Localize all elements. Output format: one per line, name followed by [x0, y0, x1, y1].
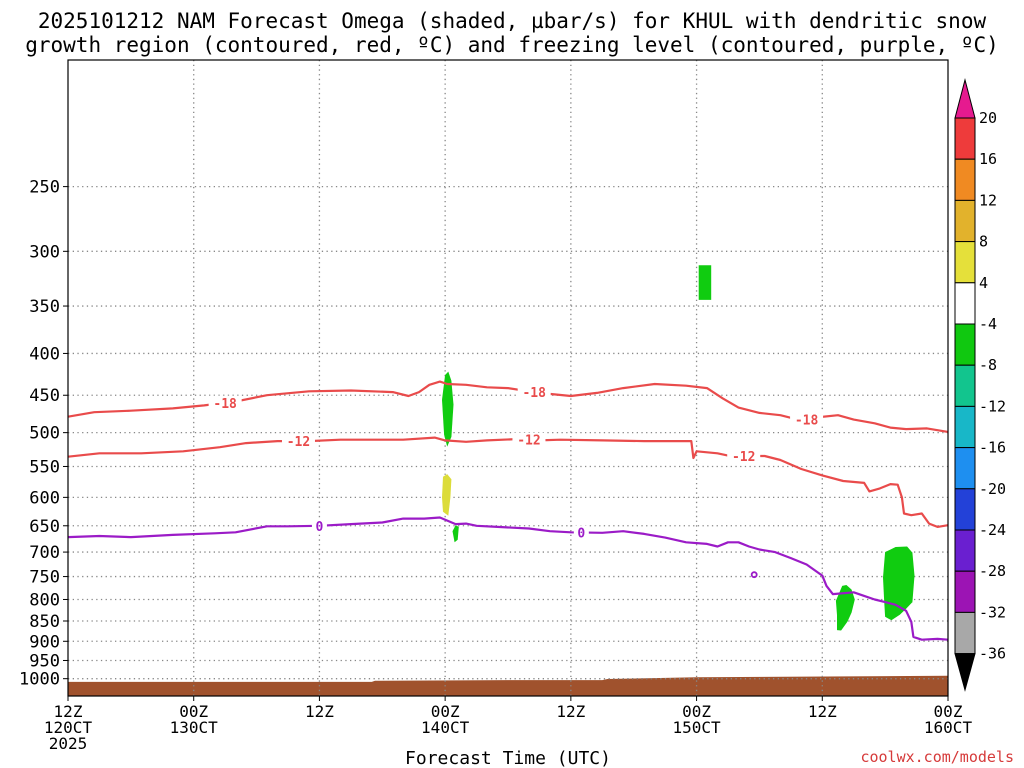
y-tick-label: 250 — [29, 178, 60, 198]
y-tick-label: 600 — [29, 488, 60, 508]
colorbar-label: -20 — [979, 480, 1006, 498]
colorbar-label: 12 — [979, 191, 997, 209]
y-tick-label: 850 — [29, 612, 60, 632]
x-tick-label: 150CT — [672, 718, 721, 737]
colorbar-segment — [954, 488, 976, 531]
contour-label: -18 — [522, 386, 546, 401]
plot-frame — [67, 59, 949, 697]
y-tick-label: 950 — [29, 651, 60, 671]
colorbar-label: 16 — [979, 150, 997, 168]
y-tick-label: 550 — [29, 457, 60, 477]
colorbar-segment — [954, 117, 976, 160]
x-tick-label: 00Z — [934, 702, 963, 721]
chart-title-line-1: 2025101212 NAM Forecast Omega (shaded, µ… — [37, 9, 987, 33]
contour-label-bg — [281, 434, 315, 449]
chart-title-line-2: growth region (contoured, red, ºC) and f… — [25, 33, 999, 57]
y-tick-label: 1000 — [19, 670, 60, 690]
colorbar-segment — [954, 323, 976, 366]
colorbar-segment — [954, 158, 976, 201]
x-tick-label: 00Z — [682, 702, 711, 721]
y-tick-label: 650 — [29, 517, 60, 537]
colorbar-segment — [954, 364, 976, 407]
contour-label: -12 — [517, 434, 540, 449]
colorbar-label: 8 — [979, 233, 988, 251]
contour-label: -12 — [732, 450, 755, 465]
y-tick-label: 800 — [29, 590, 60, 610]
contour-label-bg — [727, 449, 761, 464]
y-tick-label: 750 — [29, 568, 60, 588]
source-credit: coolwx.com/models — [860, 748, 1014, 766]
colorbar-label: -12 — [979, 397, 1006, 415]
x-tick-label: 160CT — [924, 718, 973, 737]
colorbar-label: -16 — [979, 439, 1006, 457]
terrain-fill — [68, 675, 948, 696]
colorbar-top-arrow — [954, 78, 976, 119]
x-tick-label: 12Z — [808, 702, 837, 721]
colorbar-segment — [954, 282, 976, 325]
colorbar-label: -24 — [979, 521, 1006, 539]
y-tick-label: 400 — [29, 344, 60, 364]
colorbar-segment — [954, 570, 976, 613]
contour-label-bg — [208, 395, 242, 410]
contour-label-bg — [512, 432, 546, 447]
contour-label: 0 — [316, 520, 324, 535]
colorbar-label: -8 — [979, 356, 997, 374]
x-tick-label: 130CT — [170, 718, 219, 737]
y-tick-label: 500 — [29, 424, 60, 444]
x-tick-label: 120CT — [44, 718, 93, 737]
x-tick-label: 12Z — [54, 702, 83, 721]
snow-growth-contour — [67, 380, 949, 433]
colorbar-segment — [954, 241, 976, 284]
contour-label: -12 — [287, 435, 310, 450]
x-tick-label: 00Z — [179, 702, 208, 721]
colorbar-label: -4 — [979, 315, 997, 333]
x-axis-title: Forecast Time (UTC) — [405, 748, 611, 768]
colorbar-label: 20 — [979, 109, 997, 127]
colorbar-bottom-arrow — [954, 653, 976, 692]
contour-label-bg — [517, 385, 551, 400]
omega-region — [452, 525, 459, 543]
colorbar-segment — [954, 447, 976, 490]
contour-label: 0 — [577, 526, 585, 541]
y-tick-label: 300 — [29, 242, 60, 262]
colorbar-label: 4 — [979, 274, 988, 292]
colorbar-segment — [954, 529, 976, 572]
y-tick-label: 350 — [29, 297, 60, 317]
contour-label-bg — [790, 412, 824, 427]
y-tick-label: 700 — [29, 543, 60, 563]
x-tick-label: 12Z — [305, 702, 334, 721]
x-tick-label: 2025 — [49, 734, 88, 753]
colorbar-label: -36 — [979, 645, 1006, 663]
omega-region — [698, 265, 712, 300]
colorbar-segment — [954, 611, 976, 655]
contour-label-bg — [573, 525, 589, 540]
x-tick-label: 00Z — [431, 702, 460, 721]
freezing-level-spot — [750, 571, 758, 579]
contour-label: -18 — [213, 397, 237, 412]
omega-region — [442, 474, 452, 516]
contour-label-bg — [311, 518, 327, 533]
contour-label: -18 — [795, 413, 819, 428]
colorbar-segment — [954, 199, 976, 243]
colorbar-label: -28 — [979, 562, 1006, 580]
omega-region — [442, 371, 454, 447]
snow-growth-contour — [67, 436, 949, 528]
colorbar-segment — [954, 405, 976, 449]
x-tick-label: 140CT — [421, 718, 470, 737]
y-tick-label: 450 — [29, 386, 60, 406]
x-tick-label: 12Z — [556, 702, 585, 721]
y-tick-label: 900 — [29, 632, 60, 652]
omega-region — [883, 546, 915, 621]
colorbar-label: -32 — [979, 603, 1006, 621]
omega-region — [835, 585, 855, 631]
